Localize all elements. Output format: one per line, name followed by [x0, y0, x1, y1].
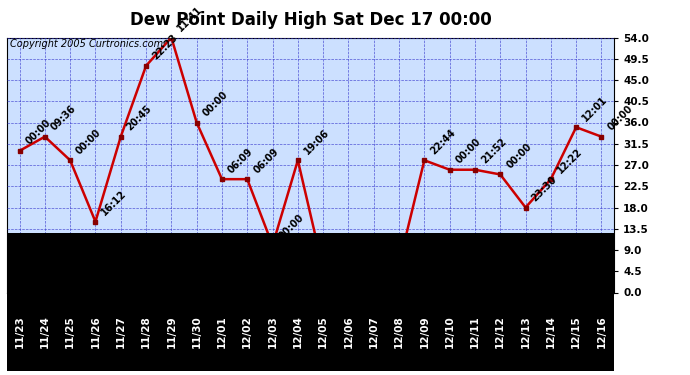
Text: 11/24: 11/24	[40, 315, 50, 348]
Text: 13:32: 13:32	[403, 231, 432, 260]
Text: 11/27: 11/27	[116, 315, 126, 348]
Text: 00:00: 00:00	[606, 104, 635, 132]
Text: 11:41: 11:41	[175, 4, 204, 33]
Text: 12/13: 12/13	[520, 315, 531, 348]
Text: 12/09: 12/09	[420, 316, 429, 348]
Text: 19:06: 19:06	[302, 127, 331, 156]
Text: 21:52: 21:52	[479, 136, 508, 165]
Text: 12/01: 12/01	[217, 315, 227, 348]
Text: 12/08: 12/08	[394, 315, 404, 348]
Text: 22:23: 22:23	[150, 33, 179, 62]
Text: 12/07: 12/07	[368, 315, 379, 348]
Text: 20:45: 20:45	[125, 104, 154, 132]
Text: 11/25: 11/25	[65, 315, 75, 348]
Text: 12/16: 12/16	[596, 315, 607, 348]
Text: 00:00: 00:00	[23, 118, 52, 147]
Text: 00:00: 00:00	[201, 89, 230, 118]
Text: 09:36: 09:36	[49, 104, 78, 132]
Text: 11/30: 11/30	[192, 315, 201, 348]
Text: 10:35: 10:35	[353, 236, 382, 265]
Text: 06:09: 06:09	[226, 146, 255, 175]
Text: 22:44: 22:44	[428, 127, 457, 156]
Text: Dew Point Daily High Sat Dec 17 00:00: Dew Point Daily High Sat Dec 17 00:00	[130, 11, 491, 29]
Text: 13:31: 13:31	[378, 255, 407, 284]
Text: 00:00: 00:00	[277, 212, 306, 241]
Text: 12/03: 12/03	[268, 315, 277, 348]
Text: 00:00: 00:00	[504, 141, 533, 170]
Text: 12/12: 12/12	[495, 315, 505, 348]
Text: 06:09: 06:09	[251, 146, 280, 175]
Text: 00:00: 00:00	[327, 236, 356, 265]
Text: 12/10: 12/10	[444, 315, 455, 348]
Text: 12/14: 12/14	[546, 315, 556, 348]
Text: 12/15: 12/15	[571, 315, 581, 348]
Text: 16:12: 16:12	[99, 189, 128, 218]
Text: 11/29: 11/29	[166, 316, 177, 348]
Text: 12:01: 12:01	[580, 94, 609, 123]
Text: 12:22: 12:22	[555, 146, 584, 175]
Text: 00:00: 00:00	[75, 127, 104, 156]
Text: 12/06: 12/06	[344, 315, 353, 348]
Text: 12/11: 12/11	[470, 315, 480, 348]
Text: 11/23: 11/23	[14, 315, 25, 348]
Text: 11/28: 11/28	[141, 315, 151, 348]
Text: 23:30: 23:30	[530, 174, 559, 203]
Text: 12/02: 12/02	[242, 315, 253, 348]
Text: 12/04: 12/04	[293, 315, 303, 348]
Text: 00:00: 00:00	[454, 136, 483, 165]
Text: 12/05: 12/05	[318, 315, 328, 348]
Text: 11/26: 11/26	[90, 315, 101, 348]
Text: Copyright 2005 Curtronics.com: Copyright 2005 Curtronics.com	[10, 39, 163, 49]
